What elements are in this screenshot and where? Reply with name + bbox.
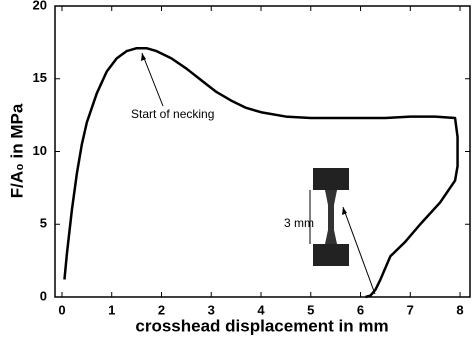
y-tick-label: 10	[33, 143, 47, 158]
specimen-icon	[309, 168, 349, 266]
y-axis-title: F/A₀ in MPa	[7, 103, 26, 198]
annotation: Start of necking	[131, 107, 214, 121]
x-tick-label: 0	[58, 302, 65, 317]
x-tick-label: 2	[158, 302, 165, 317]
annotation: 3 mm	[284, 216, 314, 230]
annotation-arrow	[342, 206, 376, 295]
x-axis-title: crosshead displacement in mm	[135, 316, 388, 335]
y-tick-label: 0	[40, 288, 47, 303]
plot-frame	[54, 5, 471, 298]
x-tick-label: 8	[456, 302, 463, 317]
y-tick-label: 15	[33, 70, 47, 85]
x-tick-label: 1	[108, 302, 115, 317]
y-tick-label: 5	[40, 216, 47, 231]
x-tick-label: 5	[307, 302, 314, 317]
x-tick-label: 7	[407, 302, 414, 317]
y-tick-label: 20	[33, 0, 47, 12]
x-tick-label: 4	[257, 302, 265, 317]
arrow-head	[342, 207, 347, 215]
x-tick-label: 3	[208, 302, 215, 317]
annotation-arrow	[141, 52, 164, 107]
data-line	[63, 46, 459, 299]
x-tick-label: 6	[357, 302, 364, 317]
arrow-head	[141, 53, 146, 61]
